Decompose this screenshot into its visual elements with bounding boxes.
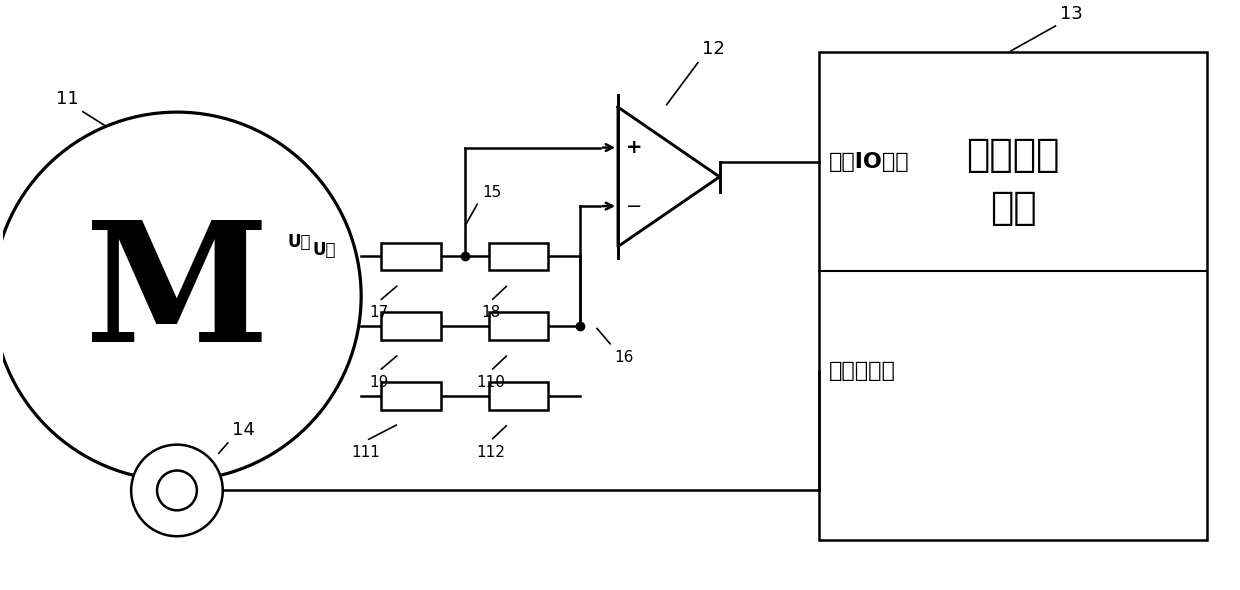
Bar bbox=[381, 242, 440, 270]
Text: 111: 111 bbox=[352, 445, 381, 460]
Text: 112: 112 bbox=[476, 445, 505, 460]
Text: 18: 18 bbox=[481, 305, 500, 320]
Bar bbox=[381, 312, 440, 340]
Bar bbox=[381, 382, 440, 410]
Text: 16: 16 bbox=[614, 350, 634, 365]
Text: 12: 12 bbox=[702, 40, 724, 58]
Circle shape bbox=[131, 445, 223, 536]
Bar bbox=[820, 53, 1208, 540]
Text: 110: 110 bbox=[476, 375, 505, 390]
Circle shape bbox=[157, 471, 197, 510]
Text: 11: 11 bbox=[56, 90, 78, 108]
Text: 17: 17 bbox=[370, 305, 388, 320]
Text: 19: 19 bbox=[370, 375, 389, 390]
Text: 14: 14 bbox=[232, 421, 254, 439]
Text: +: + bbox=[626, 138, 642, 157]
Bar bbox=[489, 382, 548, 410]
Text: U相: U相 bbox=[312, 241, 336, 258]
Bar bbox=[489, 312, 548, 340]
Text: M: M bbox=[84, 215, 269, 377]
Text: 数据采集
装置: 数据采集 装置 bbox=[966, 136, 1060, 227]
Text: 编码器接口: 编码器接口 bbox=[830, 361, 897, 381]
Text: −: − bbox=[626, 196, 642, 215]
Text: 15: 15 bbox=[482, 185, 502, 200]
Text: 数字IO接口: 数字IO接口 bbox=[830, 152, 910, 172]
Circle shape bbox=[0, 112, 361, 480]
Text: 13: 13 bbox=[1060, 5, 1083, 22]
Text: U相: U相 bbox=[288, 232, 311, 251]
Bar bbox=[489, 242, 548, 270]
